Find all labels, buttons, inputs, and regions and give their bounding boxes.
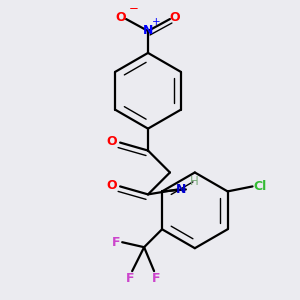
Text: O: O [107, 135, 118, 148]
Text: O: O [107, 179, 118, 192]
Text: N: N [143, 25, 153, 38]
Text: F: F [152, 272, 160, 285]
Text: F: F [112, 236, 121, 249]
Text: H: H [190, 175, 198, 188]
Text: O: O [169, 11, 180, 24]
Text: Cl: Cl [254, 180, 267, 193]
Text: O: O [116, 11, 126, 24]
Text: −: − [129, 2, 139, 15]
Text: F: F [126, 272, 134, 285]
Text: N: N [176, 183, 186, 196]
Text: +: + [152, 17, 160, 27]
